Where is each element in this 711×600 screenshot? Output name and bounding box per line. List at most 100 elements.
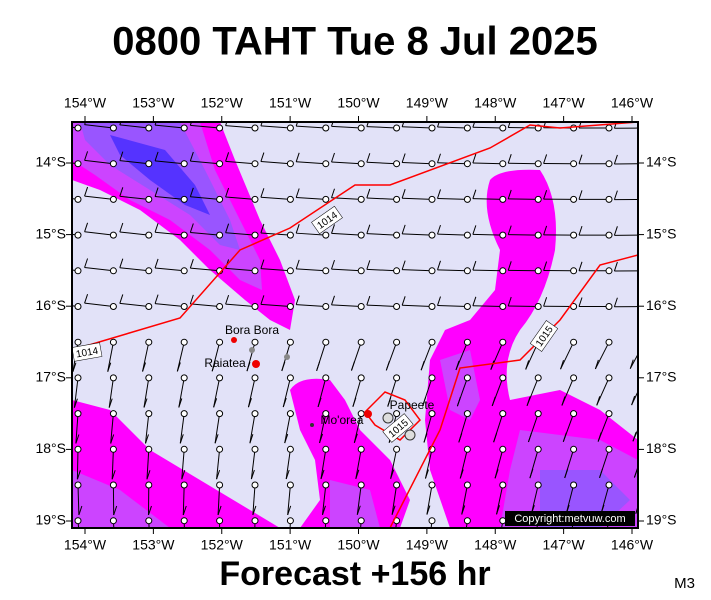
latitude-label: 16°S xyxy=(646,297,677,313)
barb-flag xyxy=(507,225,512,235)
barb-station xyxy=(641,268,647,274)
barb-station xyxy=(499,338,507,346)
barb-shaft xyxy=(424,449,433,479)
barb-flag xyxy=(366,224,371,234)
barb-shaft xyxy=(112,520,115,528)
barb-shaft xyxy=(461,484,468,515)
barb-shaft xyxy=(324,520,327,528)
barb-flag xyxy=(472,189,477,199)
barb-station xyxy=(534,481,542,489)
barb-shaft xyxy=(260,196,291,200)
barb-shaft xyxy=(225,160,256,165)
barb-shaft xyxy=(190,267,220,272)
barb-station xyxy=(286,303,294,310)
barb-station xyxy=(286,517,294,525)
barb-flag xyxy=(401,153,406,163)
barb-flag xyxy=(366,153,371,163)
barb-shaft xyxy=(472,162,503,165)
isobar-label-text: 1014 xyxy=(75,346,99,361)
barb-flag xyxy=(597,432,602,442)
barb-station xyxy=(534,303,542,310)
barb-station xyxy=(428,195,436,203)
barb-shaft xyxy=(119,160,149,165)
longitude-label: 154°W xyxy=(64,95,107,111)
barb-flag xyxy=(391,505,396,515)
barb-flag xyxy=(260,259,265,269)
barb-shaft xyxy=(155,267,185,272)
barb-shaft xyxy=(183,520,185,528)
barb-flag xyxy=(49,115,52,124)
barb-flag xyxy=(154,223,159,233)
barb-station xyxy=(286,231,294,239)
barb-station xyxy=(216,374,224,382)
barb-shaft xyxy=(560,341,575,370)
barb-shaft xyxy=(402,162,433,165)
barb-flag xyxy=(613,190,618,200)
barb-shaft xyxy=(190,124,220,129)
barb-flag xyxy=(494,469,499,479)
latitude-label: 17°S xyxy=(35,369,66,385)
barb-shaft xyxy=(402,269,433,272)
barb-flag xyxy=(456,397,461,407)
barb-flag xyxy=(110,434,115,444)
barb-station xyxy=(463,481,471,489)
barb-shaft xyxy=(190,303,220,307)
barb-station xyxy=(322,517,330,525)
barb-flag xyxy=(295,152,300,162)
longitude-label: 147°W xyxy=(543,95,586,111)
barb-station xyxy=(605,481,613,489)
barb-station xyxy=(145,338,153,346)
barb-flag xyxy=(185,542,188,551)
barb-flag xyxy=(189,294,194,305)
barb-flag xyxy=(84,151,89,161)
barb-shaft xyxy=(110,413,114,444)
barb-station xyxy=(180,374,188,382)
barb-flag xyxy=(437,296,441,306)
barb-shaft xyxy=(437,162,468,165)
barb-flag xyxy=(324,542,327,551)
barb-shaft xyxy=(252,484,256,515)
barb-flag xyxy=(72,362,77,372)
barb-shaft xyxy=(225,232,256,236)
barb-station xyxy=(216,481,224,489)
barb-station xyxy=(251,517,259,525)
barb-station xyxy=(251,231,259,239)
barb-station xyxy=(322,195,330,203)
barb-station xyxy=(322,160,330,168)
barb-flag xyxy=(260,295,265,305)
barb-station xyxy=(428,410,436,418)
longitude-label: 152°W xyxy=(201,537,244,553)
barb-flag xyxy=(424,469,429,479)
barb-station xyxy=(357,267,365,275)
barb-shaft xyxy=(390,449,398,479)
barb-shaft xyxy=(296,196,326,200)
barb-station xyxy=(74,303,82,310)
barb-shaft xyxy=(107,342,114,372)
barb-flag xyxy=(602,541,605,550)
barb-flag xyxy=(154,187,159,197)
barb-shaft xyxy=(472,126,503,129)
barb-station xyxy=(145,445,153,453)
barb-station xyxy=(216,410,224,418)
barb-shaft xyxy=(190,231,220,236)
barb-shaft xyxy=(402,304,433,307)
barb-flag xyxy=(353,433,358,443)
barb-station xyxy=(393,160,401,168)
barb-flag xyxy=(225,294,230,305)
barb-shaft xyxy=(225,196,256,200)
barb-station xyxy=(534,195,542,203)
barb-station xyxy=(74,267,82,275)
barb-station xyxy=(251,410,259,418)
barb-shaft xyxy=(77,484,80,516)
barb-flag xyxy=(249,434,254,444)
barb-station xyxy=(145,231,153,239)
isobar-label-box xyxy=(529,320,559,352)
barb-station xyxy=(570,267,578,275)
barb-station xyxy=(286,481,294,489)
barb-flag xyxy=(107,362,112,372)
barb-flag xyxy=(49,258,52,267)
barb-flag xyxy=(331,224,335,234)
barb-station xyxy=(145,267,153,275)
barb-flag xyxy=(401,296,406,306)
barb-station xyxy=(605,160,613,168)
